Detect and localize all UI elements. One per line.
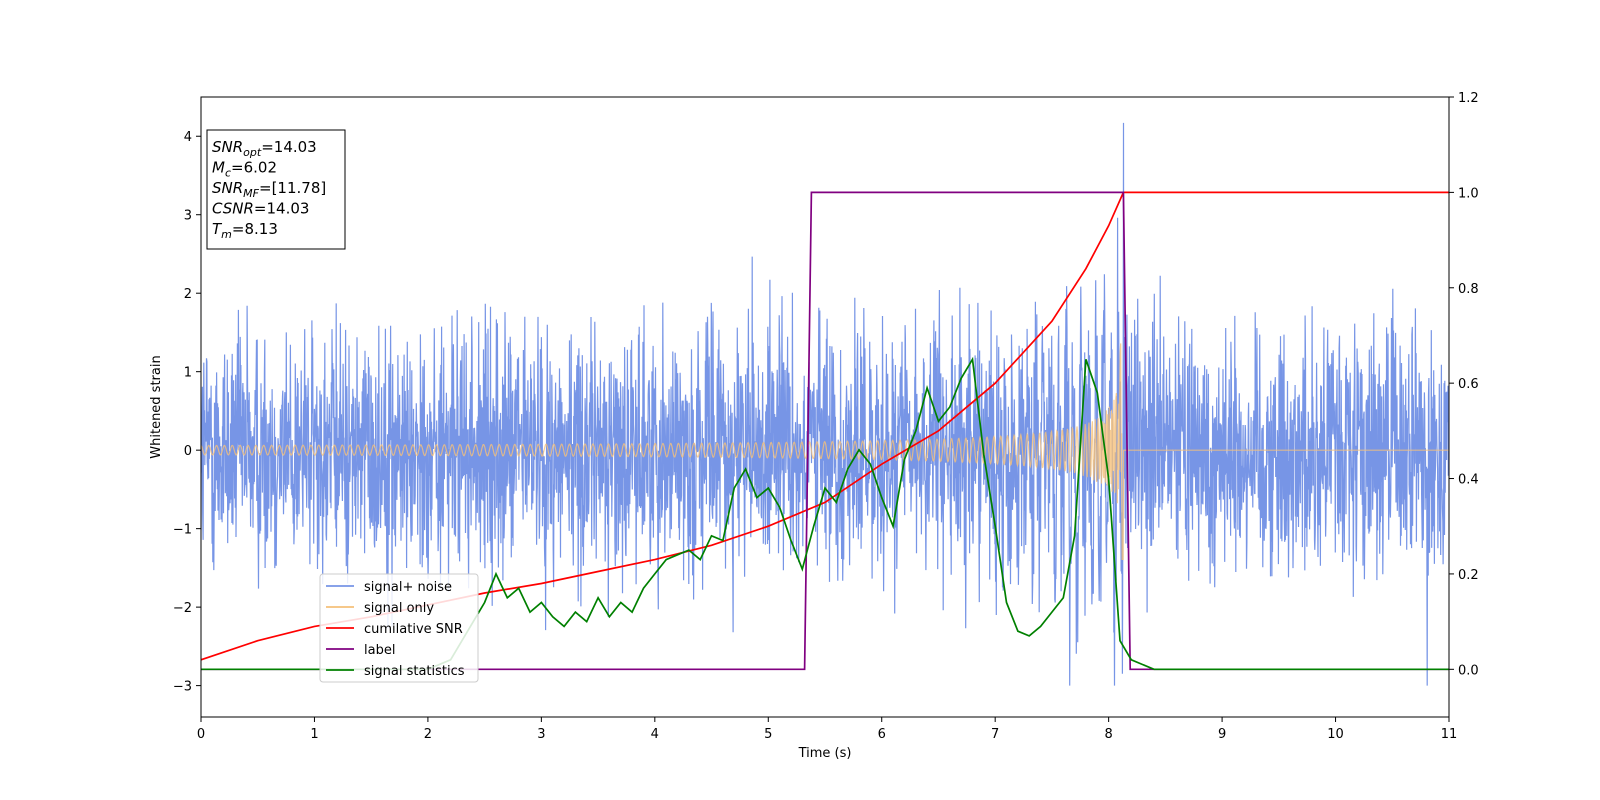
annotation-box: SNRopt=14.03Mc=6.02SNRMF=[11.78]CSNR=14.… xyxy=(206,129,346,250)
legend-entry: signal only xyxy=(364,601,434,616)
y-right-tick-label: 0.8 xyxy=(1458,282,1479,297)
series-signal-statistics xyxy=(201,356,1449,671)
x-tick-label: 7 xyxy=(991,727,999,742)
y-right-tick-label: 0.6 xyxy=(1458,377,1479,392)
y-right-tick-label: 1.0 xyxy=(1458,186,1479,201)
annotation-frame xyxy=(206,129,346,250)
x-tick-label: 10 xyxy=(1327,727,1344,742)
legend-entry: cumilative SNR xyxy=(364,622,463,637)
annotation-line: CSNR=14.03 xyxy=(212,200,309,218)
y-right-tick-label: 1.2 xyxy=(1458,91,1479,106)
x-tick-label: 1 xyxy=(310,727,318,742)
x-tick-label: 5 xyxy=(764,727,772,742)
y-left-tick-label: 3 xyxy=(184,209,192,224)
legend: signal+ noise signal only cumilative SNR la… xyxy=(319,573,479,683)
x-tick-label: 11 xyxy=(1441,727,1458,742)
series-signal-only xyxy=(201,343,1449,561)
annotation-line: Mc=6.02 xyxy=(212,159,277,180)
x-tick-label: 4 xyxy=(651,727,659,742)
y-left-tick-label: −2 xyxy=(173,601,192,616)
plot-frame xyxy=(200,96,1450,718)
x-tick-label: 2 xyxy=(424,727,432,742)
series-signal-noise xyxy=(201,122,1449,686)
legend-frame xyxy=(319,573,479,683)
y-left-tick-label: 2 xyxy=(184,287,192,302)
y-left-tick-label: 1 xyxy=(184,366,192,381)
y-left-tick-label: 4 xyxy=(184,130,192,145)
y-right-tick-label: 0.2 xyxy=(1458,568,1479,583)
x-tick-label: 8 xyxy=(1104,727,1112,742)
y-right-tick-label: 0.4 xyxy=(1458,473,1479,488)
ticks-layer: 0 1 2 3 4 5 6 7 8 9 10 11 −3 −2 −1 0 1 2 3 4 0.0 0.2 0.4 0.6 0.8… xyxy=(173,91,1479,742)
y-right-tick-label: 0.0 xyxy=(1458,663,1479,678)
legend-entry: signal+ noise xyxy=(364,580,452,595)
y-left-tick-label: −3 xyxy=(173,680,192,695)
legend-entry: signal statistics xyxy=(364,664,465,679)
y-axis-label: Whitened strain xyxy=(149,355,164,458)
x-tick-label: 0 xyxy=(197,727,205,742)
x-tick-label: 3 xyxy=(537,727,545,742)
y-left-tick-label: −1 xyxy=(173,523,192,538)
y-left-tick-label: 0 xyxy=(184,444,192,459)
annotation-line: Tm=8.13 xyxy=(212,220,278,241)
x-tick-label: 6 xyxy=(878,727,886,742)
annotation-line: SNRMF=[11.78] xyxy=(212,179,326,200)
annotation-line: SNRopt=14.03 xyxy=(212,138,317,159)
legend-entry: label xyxy=(364,643,395,658)
x-tick-label: 9 xyxy=(1218,727,1226,742)
x-axis-label: Time (s) xyxy=(798,746,852,761)
